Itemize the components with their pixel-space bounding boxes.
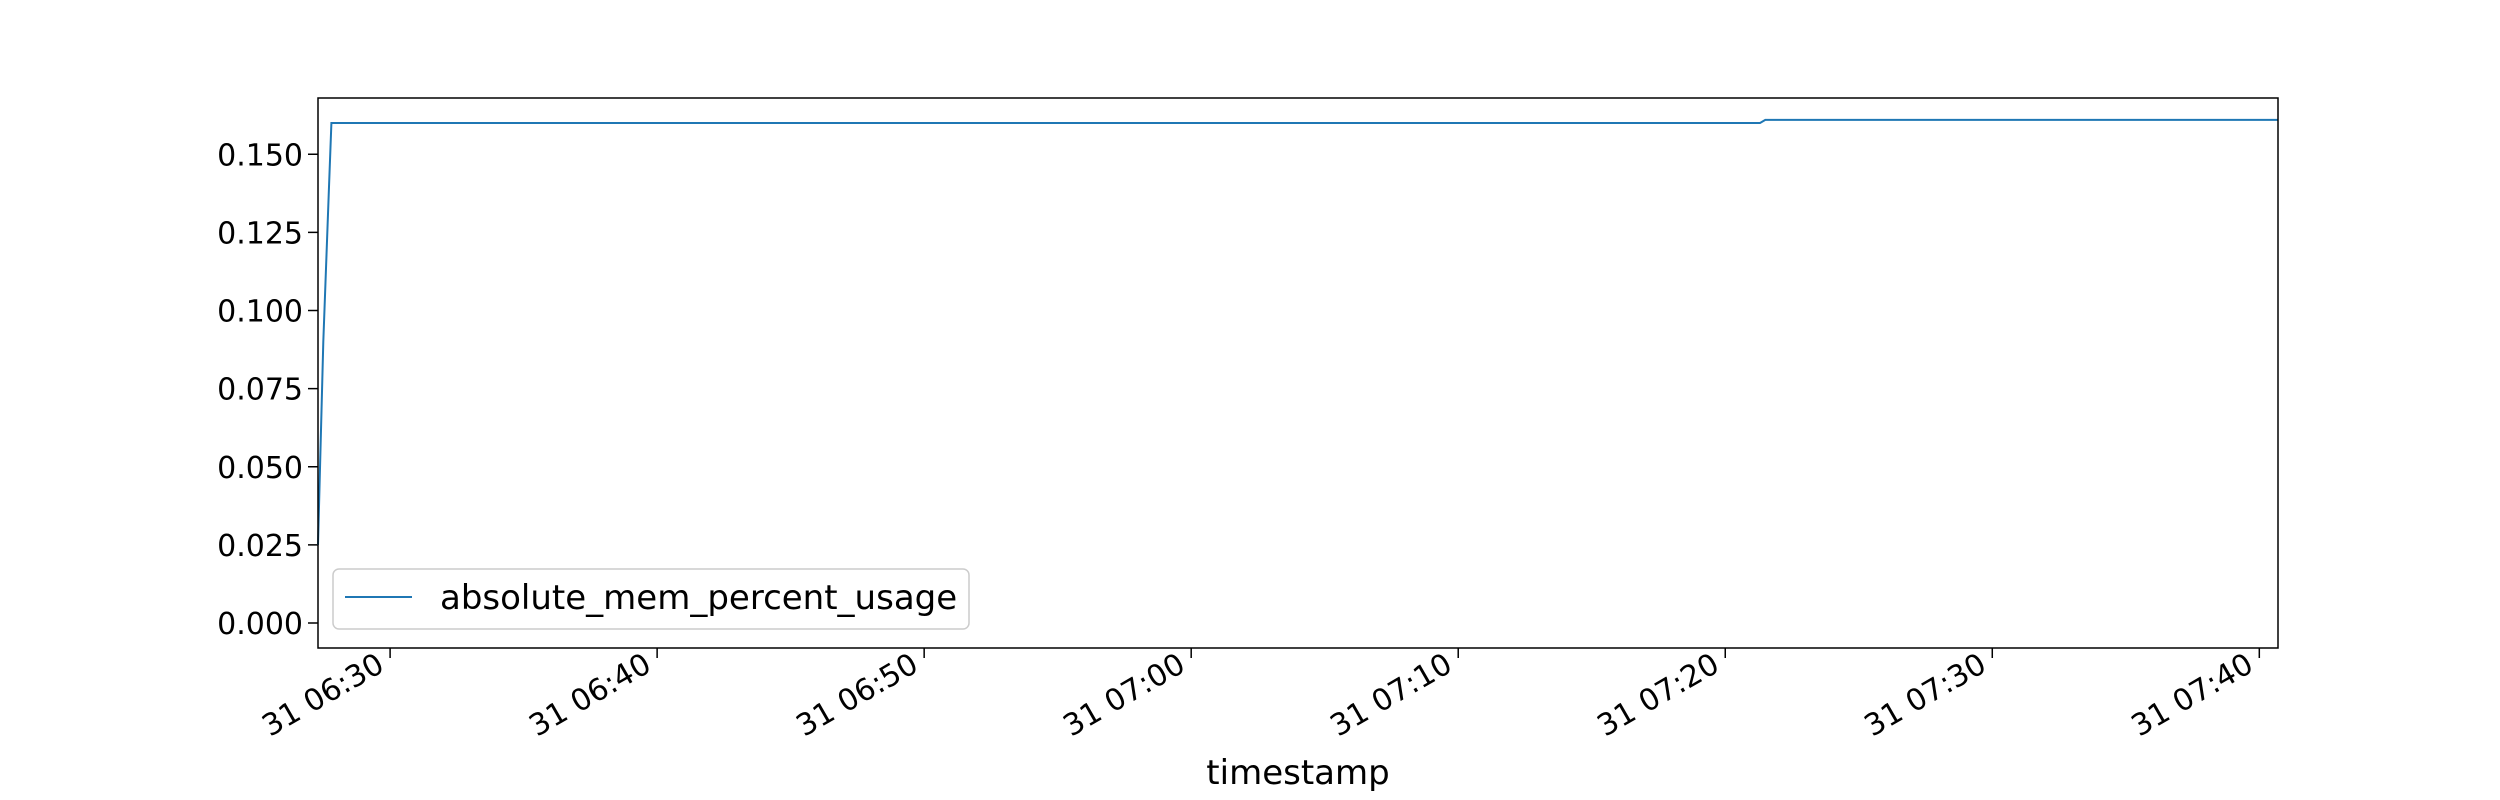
- y-tick-label: 0.025: [217, 529, 303, 564]
- legend: absolute_mem_percent_usage: [332, 568, 970, 630]
- x-tick-label: 31 07:10: [1325, 647, 1459, 744]
- series-line: [317, 118, 2278, 545]
- x-tick-label: 31 07:30: [1859, 647, 1993, 744]
- x-axis-ticks: 31 06:30 31 06:40 31 06:50 31 07:00 31 07:10…: [256, 647, 2261, 744]
- legend-box: [332, 568, 970, 630]
- x-tick-label: 31 07:20: [1592, 647, 1726, 744]
- y-tick-label: 0.100: [217, 295, 303, 330]
- plot-frame: [317, 97, 2279, 649]
- y-tick-label: 0.150: [217, 138, 303, 173]
- legend-label: absolute_mem_percent_usage: [440, 578, 957, 618]
- x-tick-label: 31 07:40: [2126, 647, 2260, 744]
- x-tick-label: 31 06:40: [523, 647, 657, 744]
- y-tick-label: 0.050: [217, 451, 303, 486]
- x-axis-title: timestamp: [1206, 753, 1389, 793]
- plot-series: [317, 118, 2278, 545]
- y-axis-ticks: 0.000 0.025 0.050 0.075 0.100 0.125 0.150: [217, 138, 318, 642]
- y-tick-label: 0.000: [217, 607, 303, 642]
- x-tick-label: 31 06:30: [256, 647, 390, 744]
- x-tick-label: 31 06:50: [790, 647, 924, 744]
- y-tick-label: 0.075: [217, 373, 303, 408]
- x-tick-label: 31 07:00: [1057, 647, 1191, 744]
- y-tick-label: 0.125: [217, 216, 303, 251]
